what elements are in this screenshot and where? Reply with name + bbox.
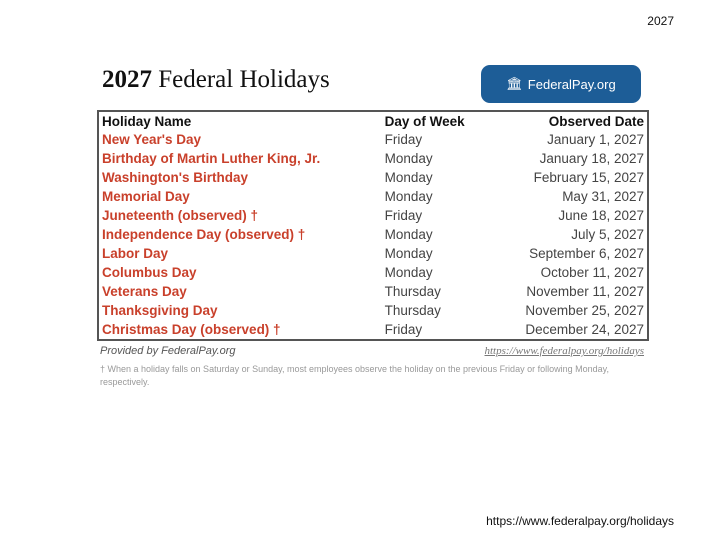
day-of-week: Monday — [384, 170, 433, 185]
day-of-week: Thursday — [384, 284, 441, 299]
holiday-name: Veterans Day — [102, 284, 187, 299]
day-of-week: Thursday — [384, 303, 441, 318]
federalpay-logo[interactable]: 🏛 FederalPay.org — [481, 65, 641, 103]
day-of-week: Monday — [384, 265, 433, 280]
table-header: Holiday Name Day of Week Observed Date — [98, 111, 648, 130]
observed-date: November 11, 2027 — [526, 284, 644, 299]
page-title: 2027 Federal Holidays — [102, 66, 330, 94]
col-holiday-name: Holiday Name — [102, 113, 192, 129]
holiday-name: Labor Day — [102, 246, 169, 261]
holiday-name: Thanksgiving Day — [102, 303, 218, 318]
table-row: Memorial Day Monday May 31, 2027 — [98, 187, 648, 206]
footnote: † When a holiday falls on Saturday or Su… — [100, 364, 609, 387]
holiday-name: Independence Day (observed) † — [102, 227, 306, 242]
table-row: Thanksgiving Day Thursday November 25, 202… — [98, 301, 648, 320]
observed-date: November 25, 2027 — [525, 303, 644, 318]
holiday-name: New Year's Day — [102, 132, 202, 147]
table-row: New Year's Day Friday January 1, 2027 — [98, 130, 648, 149]
observed-date: May 31, 2027 — [562, 189, 644, 204]
page-year: 2027 — [647, 14, 674, 28]
day-of-week: Friday — [384, 322, 423, 337]
col-observed-date: Observed Date — [548, 113, 644, 129]
observed-date: June 18, 2027 — [558, 208, 644, 223]
holiday-name: Memorial Day — [102, 189, 190, 204]
table-row: Juneteenth (observed) † Friday June 18, 20… — [98, 206, 648, 225]
table-row: Birthday of Martin Luther King, Jr. Monda… — [98, 149, 648, 168]
observed-date: September 6, 2027 — [529, 246, 644, 261]
logo-text: FederalPay.org — [527, 76, 616, 92]
table-row: Christmas Day (observed) † Friday December… — [98, 320, 648, 340]
observed-date: January 18, 2027 — [539, 151, 644, 166]
day-of-week: Monday — [384, 189, 433, 204]
day-of-week: Friday — [384, 208, 423, 223]
day-of-week: Monday — [384, 246, 433, 261]
observed-date: January 1, 2027 — [547, 132, 644, 147]
table-row: Columbus Day Monday October 11, 2027 — [98, 263, 648, 282]
observed-date: December 24, 2027 — [525, 322, 644, 337]
holiday-name: Birthday of Martin Luther King, Jr. — [102, 151, 321, 166]
observed-date: October 11, 2027 — [540, 265, 644, 280]
table-row: Labor Day Monday September 6, 2027 — [98, 244, 648, 263]
bank-building-icon: 🏛 — [506, 76, 523, 91]
day-of-week: Monday — [384, 151, 433, 166]
col-day-of-week: Day of Week — [384, 113, 465, 129]
title-year: 2027 — [102, 66, 152, 93]
holidays-table: Holiday Name Day of Week Observed Date N… — [97, 110, 649, 341]
day-of-week: Monday — [384, 227, 433, 242]
observed-date: February 15, 2027 — [533, 170, 644, 185]
holiday-name: Juneteenth (observed) † — [102, 208, 259, 223]
title-text: Federal Holidays — [152, 66, 330, 93]
observed-date: July 5, 2027 — [571, 227, 644, 242]
holiday-name: Washington's Birthday — [102, 170, 248, 185]
holidays-link[interactable]: https://www.federalpay.org/holidays — [484, 345, 645, 357]
table-row: Independence Day (observed) † Monday July … — [98, 225, 648, 244]
holiday-name: Columbus Day — [102, 265, 197, 280]
holiday-name: Christmas Day (observed) † — [102, 322, 281, 337]
day-of-week: Friday — [384, 132, 423, 147]
provided-by: Provided by FederalPay.org — [100, 345, 236, 357]
table-row: Washington's Birthday Monday February 15, … — [98, 168, 648, 187]
bottom-url: https://www.federalpay.org/holidays — [486, 514, 674, 528]
table-row: Veterans Day Thursday November 11, 2027 — [98, 282, 648, 301]
